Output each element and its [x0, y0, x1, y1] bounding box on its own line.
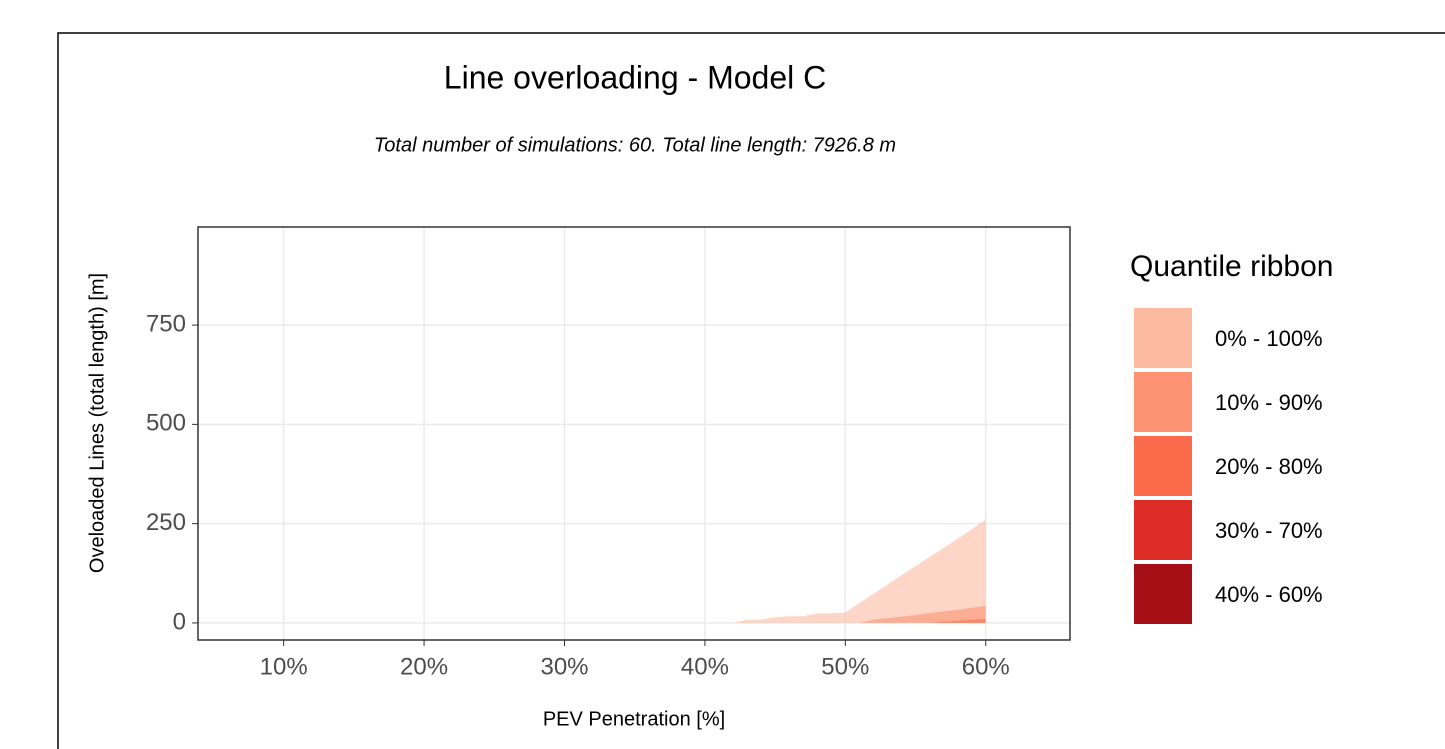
- legend-swatch: [1134, 436, 1192, 496]
- x-tick-label: 20%: [400, 653, 448, 680]
- legend-label: 0% - 100%: [1215, 326, 1323, 351]
- legend-title: Quantile ribbon: [1130, 250, 1333, 283]
- x-tick-label: 30%: [540, 653, 588, 680]
- legend-label: 10% - 90%: [1215, 390, 1323, 415]
- legend-swatch: [1134, 564, 1192, 624]
- y-tick-label: 500: [146, 410, 186, 437]
- ribbon: [704, 619, 986, 623]
- y-axis-title: Oveloaded Lines (total length) [m]: [86, 273, 108, 573]
- ribbon: [704, 605, 986, 623]
- legend-label: 40% - 60%: [1215, 582, 1323, 607]
- legend-swatch: [1134, 308, 1192, 368]
- x-tick-label: 40%: [681, 653, 729, 680]
- legend-swatch: [1134, 500, 1192, 560]
- panel-border: [197, 226, 1071, 641]
- legend-label: 20% - 80%: [1215, 454, 1323, 479]
- x-tick-label: 60%: [962, 653, 1010, 680]
- chart-subtitle: Total number of simulations: 60. Total l…: [374, 134, 896, 156]
- y-tick-label: 750: [146, 310, 186, 337]
- y-tick-label: 0: [173, 608, 186, 635]
- x-axis-title: PEV Penetration [%]: [543, 708, 725, 730]
- legend-swatch: [1134, 372, 1192, 432]
- x-tick-label: 50%: [821, 653, 869, 680]
- x-tick-label: 10%: [260, 653, 308, 680]
- chart-title: Line overloading - Model C: [444, 59, 826, 95]
- y-tick-label: 250: [146, 509, 186, 536]
- ribbon: [704, 519, 986, 623]
- legend-label: 30% - 70%: [1215, 518, 1323, 543]
